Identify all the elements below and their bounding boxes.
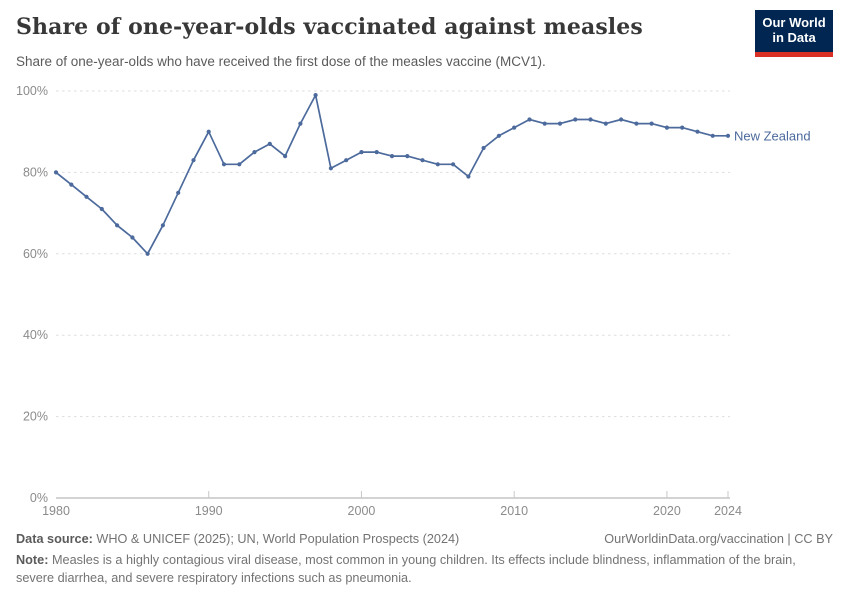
- y-axis-tick-label: 40%: [23, 328, 48, 342]
- chart-note-label: Note:: [16, 553, 49, 568]
- y-axis-tick-label: 100%: [16, 84, 48, 98]
- data-point[interactable]: [328, 166, 333, 171]
- y-axis-tick-label: 80%: [23, 165, 48, 179]
- data-point[interactable]: [115, 223, 120, 228]
- y-axis-tick-label: 60%: [23, 247, 48, 261]
- data-point[interactable]: [237, 162, 242, 167]
- data-source-label: Data source:: [16, 532, 93, 546]
- data-point[interactable]: [634, 121, 639, 126]
- data-point[interactable]: [130, 235, 135, 240]
- data-point[interactable]: [542, 121, 547, 126]
- data-point[interactable]: [53, 170, 59, 175]
- data-point[interactable]: [69, 182, 74, 187]
- chart-note-text: Measles is a highly contagious viral dis…: [16, 553, 796, 586]
- data-point[interactable]: [389, 154, 395, 159]
- data-point[interactable]: [99, 206, 104, 212]
- series-line-new-zealand[interactable]: [55, 94, 729, 255]
- data-point[interactable]: [680, 125, 685, 130]
- data-point[interactable]: [313, 93, 318, 98]
- data-point[interactable]: [359, 150, 364, 155]
- data-point[interactable]: [374, 150, 379, 155]
- data-point[interactable]: [191, 158, 196, 163]
- x-axis-tick-label: 1990: [195, 504, 223, 518]
- data-point[interactable]: [221, 162, 227, 167]
- x-axis-tick-label: 2024: [714, 504, 742, 518]
- data-point[interactable]: [206, 129, 211, 134]
- data-point[interactable]: [664, 125, 670, 130]
- data-point[interactable]: [435, 162, 440, 167]
- data-point[interactable]: [405, 154, 410, 159]
- data-point[interactable]: [267, 141, 272, 146]
- data-point[interactable]: [344, 158, 349, 163]
- chart-subtitle: Share of one-year-olds who have received…: [16, 54, 546, 69]
- data-point[interactable]: [451, 162, 456, 167]
- data-point[interactable]: [298, 121, 303, 126]
- chart-title: Share of one-year-olds vaccinated agains…: [16, 14, 643, 40]
- x-axis-tick-label: 2010: [500, 504, 528, 518]
- data-point[interactable]: [573, 117, 578, 122]
- data-point[interactable]: [649, 121, 654, 126]
- y-axis-tick-label: 20%: [23, 410, 48, 424]
- x-axis-tick-label: 1980: [42, 504, 70, 518]
- data-point[interactable]: [496, 133, 501, 138]
- owid-citation-link[interactable]: OurWorldinData.org/vaccination | CC BY: [604, 532, 833, 546]
- data-point[interactable]: [420, 158, 425, 163]
- data-point[interactable]: [512, 125, 517, 130]
- chart-note: Note: Measles is a highly contagious vir…: [16, 551, 833, 587]
- data-point[interactable]: [176, 190, 181, 195]
- owid-logo-line2: in Data: [772, 30, 816, 45]
- data-point[interactable]: [481, 145, 486, 151]
- data-point[interactable]: [710, 133, 715, 138]
- chart-footer: Data source: WHO & UNICEF (2025); UN, Wo…: [16, 530, 833, 587]
- data-point[interactable]: [527, 117, 532, 122]
- data-point[interactable]: [160, 223, 165, 228]
- owid-logo[interactable]: Our World in Data: [755, 10, 833, 57]
- data-point[interactable]: [466, 174, 471, 179]
- data-point[interactable]: [725, 133, 731, 138]
- series-label-new-zealand[interactable]: New Zealand: [734, 128, 811, 143]
- data-point[interactable]: [252, 150, 257, 155]
- data-source: Data source: WHO & UNICEF (2025); UN, Wo…: [16, 530, 459, 548]
- data-source-text: WHO & UNICEF (2025); UN, World Populatio…: [96, 532, 460, 546]
- data-point[interactable]: [619, 117, 624, 122]
- data-point[interactable]: [84, 194, 89, 199]
- data-point[interactable]: [283, 154, 288, 159]
- data-point[interactable]: [557, 121, 563, 126]
- source-row: Data source: WHO & UNICEF (2025); UN, Wo…: [16, 530, 833, 548]
- data-point[interactable]: [603, 121, 608, 126]
- x-axis-tick-label: 2000: [348, 504, 376, 518]
- data-point[interactable]: [695, 129, 700, 134]
- data-point[interactable]: [588, 117, 593, 122]
- y-axis-tick-label: 0%: [30, 491, 48, 505]
- owid-logo-line1: Our World: [762, 15, 826, 31]
- x-axis-tick-label: 2020: [653, 504, 681, 518]
- data-point[interactable]: [145, 251, 150, 256]
